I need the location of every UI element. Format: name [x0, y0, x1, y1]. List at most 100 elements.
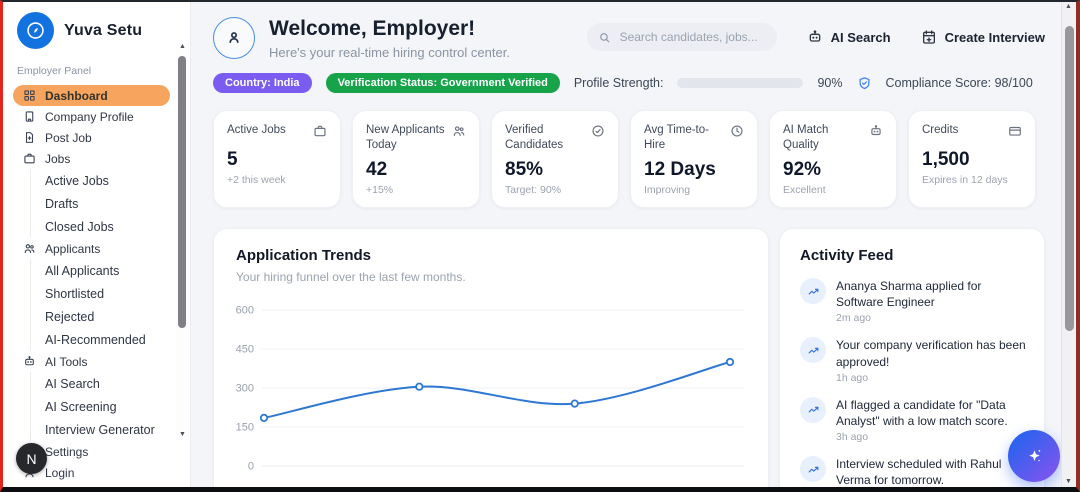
- briefcase-icon: [313, 124, 327, 143]
- sidebar-item-post-job[interactable]: Post Job: [13, 127, 170, 148]
- scroll-up-icon[interactable]: ▲: [179, 43, 186, 50]
- sidebar: Yuva Setu Employer Panel Dashboard Compan…: [3, 2, 191, 487]
- activity-item[interactable]: Ananya Sharma applied for Software Engin…: [800, 278, 1026, 324]
- sidebar-item-ai-recommended[interactable]: AI-Recommended: [30, 328, 170, 351]
- sidebar-item-active-jobs[interactable]: Active Jobs: [30, 169, 170, 192]
- brand[interactable]: Yuva Setu: [3, 2, 190, 55]
- stat-title: Credits: [922, 124, 959, 136]
- shield-check-icon: [857, 76, 872, 91]
- employer-avatar[interactable]: [213, 17, 255, 59]
- sidebar-item-label: Rejected: [45, 309, 95, 324]
- activity-item[interactable]: AI flagged a candidate for "Data Analyst…: [800, 396, 1026, 443]
- stat-card-credits[interactable]: Credits 1,500 Expires in 12 days: [908, 110, 1036, 208]
- scroll-down-icon[interactable]: ▼: [179, 431, 186, 438]
- credit-card-icon: [1008, 124, 1022, 143]
- sidebar-item-label: All Applicants: [45, 263, 120, 278]
- sidebar-item-label: AI Search: [45, 376, 100, 391]
- activity-item[interactable]: Your company verification has been appro…: [800, 337, 1026, 384]
- page-scrollbar[interactable]: ▲ ▼: [1061, 2, 1076, 487]
- stat-note: Improving: [644, 183, 691, 196]
- sidebar-item-rejected[interactable]: Rejected: [30, 305, 170, 328]
- ai-search-label: AI Search: [830, 29, 891, 45]
- stat-value: 5: [227, 149, 238, 170]
- robot-icon: [869, 124, 883, 143]
- create-interview-button[interactable]: Create Interview: [921, 29, 1045, 45]
- data-point[interactable]: [725, 357, 735, 367]
- activity-text: Your company verification has been appro…: [836, 338, 1026, 369]
- sidebar-item-ai-screening[interactable]: AI Screening: [30, 395, 170, 418]
- sidebar-item-label: Applicants: [45, 241, 101, 256]
- notification-badge[interactable]: N: [16, 443, 47, 474]
- activity-time: 2m ago: [836, 312, 872, 325]
- data-point[interactable]: [415, 382, 424, 391]
- sidebar-scrollbar[interactable]: ▲ ▼: [176, 42, 189, 440]
- search-bar[interactable]: [586, 23, 777, 51]
- stat-card-avg-time-to-hire[interactable]: Avg Time-to-Hire 12 Days Improving: [630, 110, 758, 208]
- brand-logo-icon: [17, 12, 54, 49]
- stat-value: 1,500: [922, 149, 970, 170]
- scroll-up-icon[interactable]: ▲: [1065, 3, 1072, 10]
- sidebar-section-label: Employer Panel: [17, 65, 92, 77]
- sidebar-item-drafts[interactable]: Drafts: [30, 192, 170, 215]
- activity-feed-title: Activity Feed: [800, 247, 894, 264]
- trending-up-icon: [800, 456, 826, 483]
- application-trends-card: Application Trends Your hiring funnel ov…: [213, 228, 769, 487]
- scroll-down-icon[interactable]: ▼: [1065, 478, 1072, 485]
- sidebar-item-ai-tools[interactable]: AI Tools: [13, 351, 170, 372]
- activity-feed-card: Activity Feed Ananya Sharma applied for …: [779, 228, 1045, 487]
- stat-card-new-applicants-today[interactable]: New Applicants Today 42 +15%: [352, 110, 480, 208]
- sidebar-item-all-applicants[interactable]: All Applicants: [30, 259, 170, 282]
- page-scrollbar-thumb[interactable]: [1065, 26, 1074, 331]
- y-tick-label: 150: [236, 422, 254, 434]
- stat-title: Verified Candidates: [505, 124, 564, 151]
- sidebar-item-label: Jobs: [45, 151, 71, 166]
- profile-strength-bar: [677, 78, 804, 88]
- sidebar-item-label: Dashboard: [45, 88, 108, 103]
- data-point[interactable]: [259, 413, 269, 423]
- ai-assistant-fab[interactable]: [1008, 430, 1060, 482]
- sidebar-item-label: Active Jobs: [45, 173, 109, 188]
- sidebar-item-ai-search[interactable]: AI Search: [30, 372, 170, 395]
- activity-item[interactable]: Interview scheduled with Rahul Verma for…: [800, 456, 1026, 487]
- sidebar-item-company-profile[interactable]: Company Profile: [13, 106, 170, 127]
- sidebar-item-label: Company Profile: [45, 109, 134, 124]
- stats-row: Active Jobs 5 +2 this week New Applicants T…: [213, 110, 1045, 208]
- sidebar-item-label: AI Screening: [45, 399, 117, 414]
- sidebar-item-jobs[interactable]: Jobs: [13, 148, 170, 169]
- verification-badge: Verification Status: Government Verified: [325, 73, 560, 93]
- sidebar-item-label: AI Tools: [45, 354, 88, 369]
- stat-note: Target: 90%: [505, 183, 562, 196]
- sidebar-item-label: Login: [45, 465, 75, 480]
- sidebar-nav: Dashboard Company Profile Post Job Jobs Acti…: [3, 85, 174, 483]
- check-circle-icon: [591, 124, 605, 143]
- y-tick-label: 600: [236, 305, 254, 317]
- trending-up-icon: [800, 396, 826, 423]
- activity-time: 1h ago: [836, 371, 869, 384]
- y-tick-label: 0: [248, 461, 254, 473]
- sidebar-item-closed-jobs[interactable]: Closed Jobs: [30, 215, 170, 238]
- sidebar-item-interview-generator[interactable]: Interview Generator: [30, 418, 170, 441]
- stat-card-ai-match-quality[interactable]: AI Match Quality 92% Excellent: [769, 110, 897, 208]
- people-icon: [452, 124, 466, 143]
- stat-card-active-jobs[interactable]: Active Jobs 5 +2 this week: [213, 110, 341, 208]
- activity-feed-list: Ananya Sharma applied for Software Engin…: [800, 278, 1026, 487]
- sidebar-item-applicants[interactable]: Applicants: [13, 238, 170, 259]
- stat-value: 92%: [783, 158, 822, 180]
- stat-card-verified-candidates[interactable]: Verified Candidates 85% Target: 90%: [491, 110, 619, 208]
- sidebar-scrollbar-thumb[interactable]: [178, 56, 186, 328]
- sparkles-icon: [1028, 449, 1040, 461]
- data-point[interactable]: [570, 399, 579, 408]
- create-interview-label: Create Interview: [944, 29, 1045, 45]
- briefcase-icon: [23, 152, 36, 165]
- sidebar-item-shortlisted[interactable]: Shortlisted: [30, 282, 170, 305]
- stat-title: AI Match Quality: [783, 124, 829, 151]
- search-icon: [599, 32, 609, 42]
- y-tick-label: 450: [236, 344, 254, 356]
- ai-search-button[interactable]: AI Search: [807, 29, 891, 45]
- search-input[interactable]: [617, 29, 766, 45]
- calendar-plus-icon: [922, 30, 935, 44]
- sidebar-item-dashboard[interactable]: Dashboard: [13, 85, 170, 106]
- activity-text: Ananya Sharma applied for Software Engin…: [836, 279, 982, 310]
- brand-name: Yuva Setu: [64, 21, 143, 39]
